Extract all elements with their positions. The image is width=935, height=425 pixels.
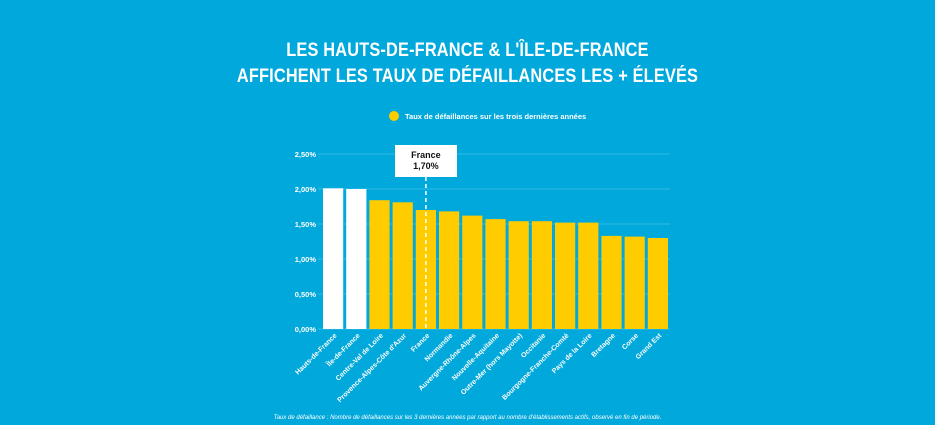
y-tick-label: 2,00% — [295, 185, 317, 194]
bar — [369, 200, 390, 329]
bar — [485, 219, 506, 329]
bar — [601, 235, 622, 329]
x-tick-label: Corse — [621, 332, 640, 351]
x-tick-label: Hauts-de-France — [295, 332, 339, 376]
chart-title-line-2: AFFICHENT LES TAUX DE DÉFAILLANCES LES +… — [236, 66, 699, 87]
x-tick-label: Bretagne — [591, 332, 617, 358]
bar — [531, 221, 552, 329]
x-tick-label: Pays de la Loire — [551, 332, 594, 375]
legend-label: Taux de défaillances sur les trois derni… — [405, 111, 587, 121]
bar — [555, 222, 576, 329]
legend-swatch-icon — [389, 111, 399, 121]
footnote: Taux de défaillance : Nombre de défailla… — [273, 415, 662, 421]
y-tick-label: 0,00% — [295, 325, 317, 334]
chart-title-line-1: LES HAUTS-DE-FRANCE & L'ÎLE-DE-FRANCE — [286, 40, 649, 61]
bar — [647, 238, 668, 329]
y-tick-label: 2,50% — [295, 150, 317, 159]
france-callout: France 1,70% — [394, 145, 457, 177]
x-tick-label: France — [410, 332, 431, 353]
y-tick-label: 1,50% — [295, 220, 317, 229]
bar — [508, 221, 529, 329]
x-tick-label: Grand Est — [635, 332, 664, 361]
legend: Taux de défaillances sur les trois derni… — [389, 111, 586, 121]
bar — [346, 189, 367, 329]
bar — [392, 202, 413, 329]
bar — [578, 222, 599, 329]
bar — [439, 211, 460, 329]
bar — [323, 188, 344, 329]
callout-label: France — [411, 150, 441, 160]
bar — [624, 236, 645, 329]
y-tick-label: 0,50% — [295, 290, 317, 299]
bar — [462, 215, 483, 329]
callout-value: 1,70% — [413, 161, 439, 171]
y-tick-label: 1,00% — [295, 255, 317, 264]
